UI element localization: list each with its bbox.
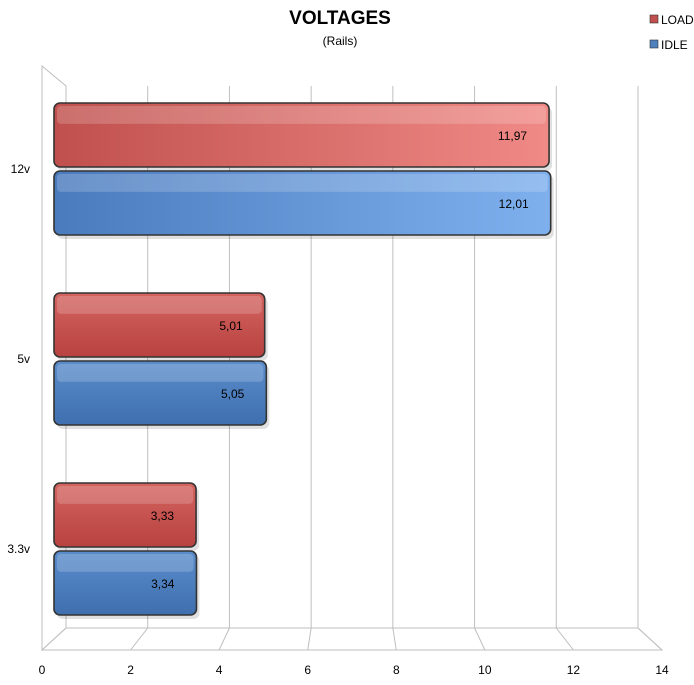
gridline-floor — [218, 627, 230, 651]
chart-title: VOLTAGES — [289, 8, 391, 29]
x-tick-label: 12 — [567, 663, 581, 677]
x-tick-label: 8 — [393, 663, 400, 677]
bar-highlight — [57, 364, 264, 382]
x-tick-label: 10 — [478, 663, 492, 677]
data-labels: 11,97 12,01 5,01 5,05 3,33 3,34 — [151, 129, 529, 591]
load-bar — [53, 102, 550, 168]
idle-bar — [53, 170, 552, 236]
load-bar — [53, 292, 266, 358]
bar-highlight — [57, 296, 262, 314]
gridline-floor — [307, 627, 312, 651]
gridline-floor — [474, 627, 486, 651]
gridline-floor — [637, 627, 663, 651]
legend: LOAD IDLE — [649, 13, 694, 52]
data-label: 5,05 — [221, 387, 245, 401]
gridline-floor — [130, 627, 149, 651]
category-label: 5v — [17, 352, 30, 366]
load-legend-swatch — [649, 14, 659, 24]
bar-highlight — [57, 554, 194, 572]
load-bar — [53, 482, 197, 548]
idle-legend-swatch — [649, 39, 659, 49]
y-axis-categories: 12v 5v 3.3v — [7, 162, 30, 556]
data-label: 3,33 — [151, 509, 175, 523]
x-axis-ticks: 0 2 4 6 8 10 12 14 — [39, 663, 669, 677]
idle-bar — [53, 550, 198, 616]
x-tick-label: 0 — [39, 663, 46, 677]
x-tick-label: 6 — [304, 663, 311, 677]
floor — [40, 627, 664, 651]
category-label: 3.3v — [7, 542, 30, 556]
chart-subtitle: (Rails) — [323, 34, 358, 48]
bars — [53, 102, 554, 619]
idle-bar — [53, 360, 268, 426]
x-tick-label: 2 — [127, 663, 134, 677]
x-tick-label: 14 — [655, 663, 669, 677]
bar-highlight — [57, 106, 547, 124]
data-label: 5,01 — [219, 319, 243, 333]
bar-highlight — [57, 174, 548, 192]
data-label: 12,01 — [499, 197, 529, 211]
bar-highlight — [57, 486, 194, 504]
gridline-floor — [392, 627, 397, 651]
category-label: 12v — [11, 162, 30, 176]
data-label: 3,34 — [151, 577, 175, 591]
gridline-floor — [555, 627, 574, 651]
load-legend-label: LOAD — [661, 13, 694, 27]
x-tick-label: 4 — [216, 663, 223, 677]
idle-legend-label: IDLE — [661, 38, 688, 52]
data-label: 11,97 — [498, 129, 527, 143]
